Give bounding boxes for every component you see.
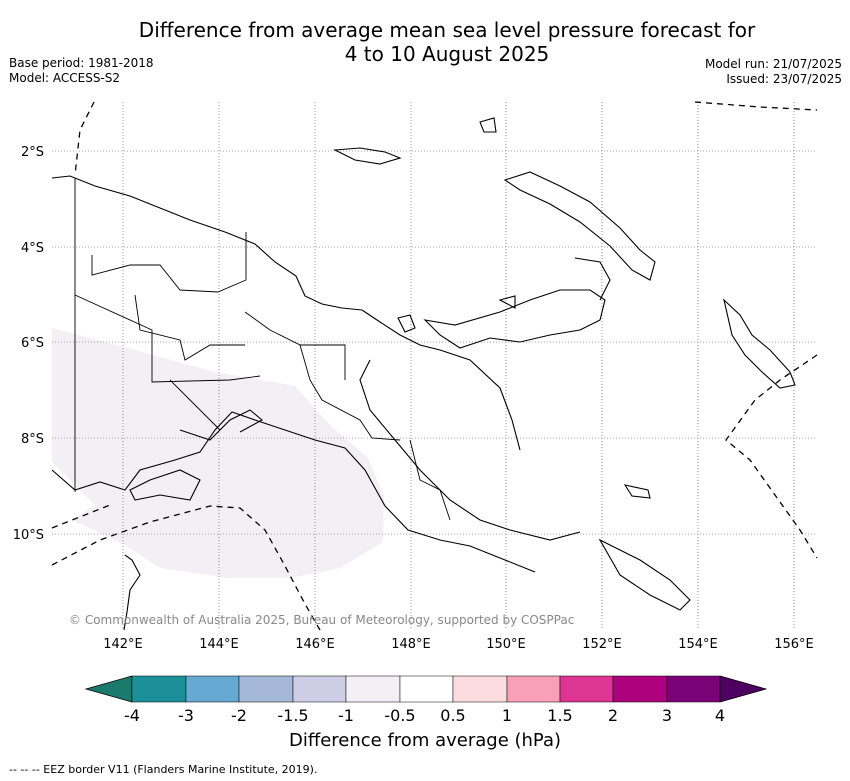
colorbar-tick: 3 bbox=[662, 706, 672, 725]
lon-label: 148°E bbox=[391, 637, 431, 652]
colorbar-swatch bbox=[559, 675, 614, 703]
colorbar-swatch bbox=[719, 675, 768, 703]
colorbar-swatch bbox=[506, 675, 561, 703]
lon-label: 152°E bbox=[582, 637, 622, 652]
colorbar-tick: -1 bbox=[338, 706, 354, 725]
colorbar-tick: -0.5 bbox=[384, 706, 415, 725]
colorbar-swatch bbox=[185, 675, 240, 703]
lon-labels: 142°E 144°E 146°E 148°E 150°E 152°E 154°… bbox=[103, 637, 814, 652]
copyright-credit: © Commonwealth of Australia 2025, Bureau… bbox=[69, 613, 575, 627]
issued-date: Issued: 23/07/2025 bbox=[726, 72, 842, 86]
colorbar-tick: -3 bbox=[178, 706, 194, 725]
graticule bbox=[52, 102, 817, 630]
colorbar-swatch bbox=[399, 675, 454, 703]
title-line-1: Difference from average mean sea level p… bbox=[138, 18, 756, 42]
lat-label: 4°S bbox=[21, 241, 44, 256]
colorbar: -4 -3 -2 -1.5 -1 -0.5 0.5 1 1.5 2 3 4 bbox=[84, 675, 768, 725]
meta-left: Base period: 1981-2018 Model: ACCESS-S2 bbox=[9, 56, 154, 86]
lon-label: 150°E bbox=[486, 637, 526, 652]
coastlines bbox=[51, 117, 796, 631]
colorbar-tick: 4 bbox=[715, 706, 725, 725]
borders bbox=[74, 178, 451, 521]
colorbar-tick: -4 bbox=[124, 706, 140, 725]
colorbar-tick: -2 bbox=[231, 706, 247, 725]
lat-label: 8°S bbox=[21, 432, 44, 447]
colorbar-label: Difference from average (hPa) bbox=[288, 730, 562, 751]
lat-label: 2°S bbox=[21, 145, 44, 160]
colorbar-swatch bbox=[84, 675, 133, 703]
anomaly-region bbox=[52, 328, 384, 578]
lon-label: 156°E bbox=[774, 637, 814, 652]
title-line-2: 4 to 10 August 2025 bbox=[344, 42, 550, 66]
colorbar-swatch bbox=[612, 675, 668, 703]
meta-right: Model run: 21/07/2025 Issued: 23/07/2025 bbox=[705, 57, 842, 87]
colorbar-swatch bbox=[345, 675, 401, 703]
lon-label: 146°E bbox=[295, 637, 335, 652]
colorbar-tick: 2 bbox=[608, 706, 618, 725]
colorbar-tick: 1 bbox=[502, 706, 512, 725]
map-title: Difference from average mean sea level p… bbox=[0, 18, 850, 66]
colorbar-swatch bbox=[292, 675, 347, 703]
colorbar-tick: 0.5 bbox=[440, 706, 465, 725]
lon-label: 142°E bbox=[103, 637, 143, 652]
colorbar-swatch bbox=[452, 675, 508, 703]
base-period: Base period: 1981-2018 bbox=[9, 56, 154, 70]
eez-borders bbox=[51, 101, 818, 631]
model-name: Model: ACCESS-S2 bbox=[9, 71, 121, 85]
colorbar-swatch bbox=[238, 675, 294, 703]
lat-label: 10°S bbox=[13, 528, 44, 543]
lon-label: 144°E bbox=[199, 637, 239, 652]
lon-label: 154°E bbox=[678, 637, 718, 652]
colorbar-swatch bbox=[131, 675, 187, 703]
colorbar-tick: 1.5 bbox=[547, 706, 572, 725]
lat-labels: 2°S 4°S 6°S 8°S 10°S bbox=[13, 145, 44, 543]
colorbar-swatch bbox=[666, 675, 721, 703]
eez-legend: -- -- -- EEZ border V11 (Flanders Marine… bbox=[9, 763, 318, 776]
colorbar-tick: -1.5 bbox=[277, 706, 308, 725]
lat-label: 6°S bbox=[21, 336, 44, 351]
model-run: Model run: 21/07/2025 bbox=[704, 57, 842, 71]
